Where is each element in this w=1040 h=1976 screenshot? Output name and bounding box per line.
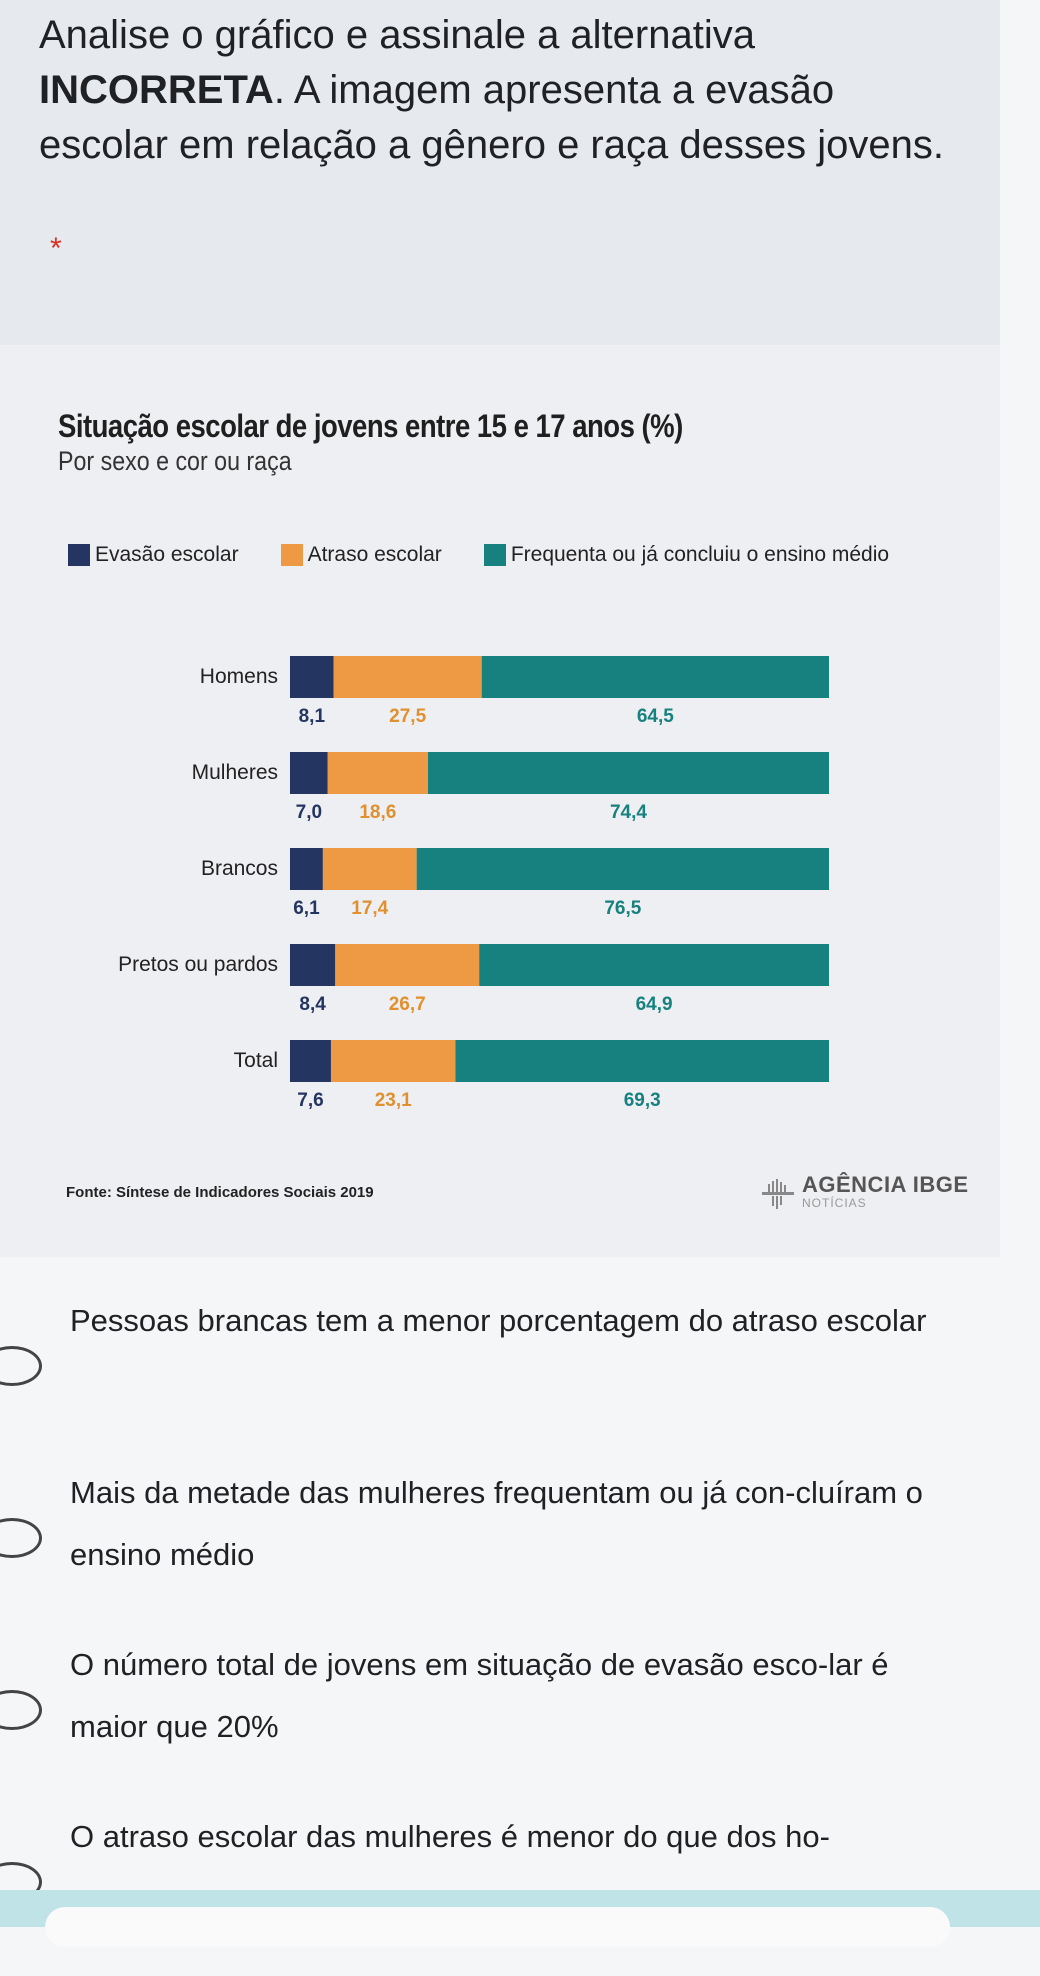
data-label: 69,3 xyxy=(624,1090,661,1111)
category-label: Mulheres xyxy=(192,761,278,784)
chart-source: Fonte: Síntese de Indicadores Sociais 20… xyxy=(66,1184,374,1201)
data-label: 6,1 xyxy=(293,898,320,919)
logo-main-text: AGÊNCIA IBGE xyxy=(802,1172,969,1197)
data-label: 74,4 xyxy=(610,802,647,823)
option-4[interactable]: O atraso escolar das mulheres é menor do… xyxy=(0,1806,1040,1976)
question-header: Analise o gráfico e assinale a alternati… xyxy=(0,0,1000,345)
legend-swatch xyxy=(483,544,506,566)
category-label: Homens xyxy=(200,665,278,688)
radio-button[interactable] xyxy=(0,1518,42,1558)
legend-item-evasao: Evasão escolar xyxy=(68,543,239,567)
bar-segment xyxy=(322,848,417,890)
option-1[interactable]: Pessoas brancas tem a menor porcentagem … xyxy=(0,1290,1040,1460)
data-label: 8,1 xyxy=(299,706,326,727)
option-label: Mais da metade das mulheres frequentam o… xyxy=(70,1475,923,1572)
question-text-part: . A imagem apresenta a evasão escolar em… xyxy=(39,68,944,167)
chart-legend: Evasão escolar Atraso escolar Frequenta … xyxy=(68,540,931,570)
legend-swatch xyxy=(68,544,90,566)
option-2[interactable]: Mais da metade das mulheres frequentam o… xyxy=(0,1462,1040,1632)
question-text-part: Analise o gráfico e assinale a alternati… xyxy=(39,13,755,57)
data-label: 7,6 xyxy=(297,1090,323,1111)
option-3[interactable]: O número total de jovens em situação de … xyxy=(0,1634,1040,1804)
option-label: Pessoas brancas tem a menor porcentagem … xyxy=(70,1303,927,1338)
legend-swatch xyxy=(280,544,303,566)
bar-segment xyxy=(330,1040,456,1082)
question-emphasis: INCORRETA xyxy=(39,68,274,112)
data-label: 17,4 xyxy=(351,898,388,919)
bar-segment xyxy=(427,752,829,794)
bar-segment xyxy=(333,656,482,698)
stacked-bar-chart: Homens 8,1 27,5 64,5 Mulheres 7,0 18,6 74,4 Bran… xyxy=(118,656,829,1111)
option-label: O número total de jovens em situação de … xyxy=(70,1647,889,1744)
chart-title: Situação escolar de jovens entre 15 e 17… xyxy=(58,408,683,444)
data-label: 76,5 xyxy=(604,898,641,919)
logo-sub-text: NOTÍCIAS xyxy=(802,1196,867,1210)
bar-segment xyxy=(290,848,323,890)
chart-subtitle: Por sexo e cor ou raça xyxy=(58,446,292,476)
bottom-card-edge xyxy=(45,1907,950,1947)
chart-image xyxy=(0,345,1000,1257)
data-label: 64,9 xyxy=(636,994,673,1015)
required-mark: * xyxy=(50,232,62,265)
question-text: Analise o gráfico e assinale a alternati… xyxy=(39,8,969,173)
data-label: 23,1 xyxy=(375,1090,412,1111)
data-label: 64,5 xyxy=(637,706,674,727)
ibge-logo-icon xyxy=(762,1179,794,1209)
agencia-ibge-logo: AGÊNCIA IBGE NOTÍCIAS xyxy=(760,1172,969,1212)
data-label: 8,4 xyxy=(299,994,326,1015)
data-label: 26,7 xyxy=(389,994,426,1015)
data-label: 18,6 xyxy=(359,802,396,823)
radio-button[interactable] xyxy=(0,1346,42,1386)
legend-label: Frequenta ou já concluiu o ensino médio xyxy=(510,543,890,566)
bar-segment xyxy=(479,944,829,986)
bar-segment xyxy=(416,848,829,890)
bar-segment xyxy=(335,944,480,986)
bar-segment xyxy=(290,944,336,986)
bar-segment xyxy=(290,656,334,698)
data-label: 7,0 xyxy=(296,802,322,823)
bar-segment xyxy=(481,656,829,698)
bar-segment xyxy=(455,1040,829,1082)
legend-item-frequenta: Frequenta ou já concluiu o ensino médio xyxy=(483,543,890,567)
bar-segment xyxy=(290,752,328,794)
legend-item-atraso: Atraso escolar xyxy=(280,543,442,567)
bar-segment xyxy=(327,752,428,794)
legend-label: Atraso escolar xyxy=(307,543,442,566)
legend-label: Evasão escolar xyxy=(95,543,239,566)
radio-button[interactable] xyxy=(0,1690,42,1730)
category-label: Total xyxy=(234,1049,278,1072)
option-label: O atraso escolar das mulheres é menor do… xyxy=(70,1819,830,1854)
category-label: Brancos xyxy=(201,857,278,880)
category-label: Pretos ou pardos xyxy=(118,953,278,976)
bar-segment xyxy=(290,1040,331,1082)
data-label: 27,5 xyxy=(389,706,426,727)
